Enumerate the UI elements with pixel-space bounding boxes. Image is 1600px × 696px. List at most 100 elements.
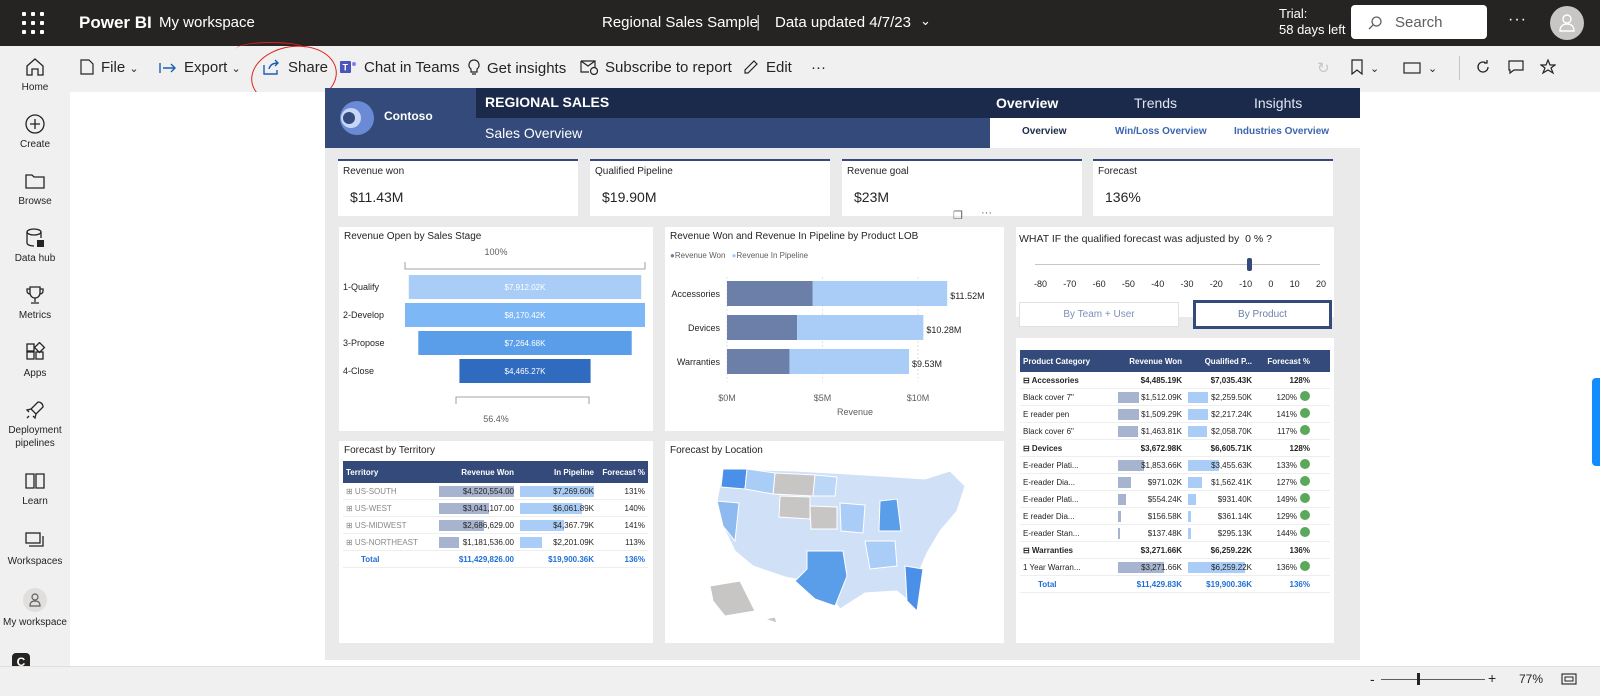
bookmark-icon[interactable]: ⌄	[1351, 59, 1379, 76]
table-row[interactable]: ⊞ US-SOUTH $4,520,554.00 $7,269.60K 131%	[343, 483, 648, 500]
get-insights-button[interactable]: Get insights	[468, 59, 566, 77]
refresh-icon[interactable]	[1475, 59, 1498, 76]
tab-insights[interactable]: Insights	[1254, 95, 1303, 111]
subscribe-button[interactable]: Subscribe to report	[580, 59, 732, 76]
share-button[interactable]: Share	[263, 59, 328, 76]
nav-home[interactable]: Home	[0, 56, 70, 94]
fit-to-page-icon[interactable]	[1561, 673, 1577, 685]
column-header[interactable]: Forecast %	[602, 467, 645, 477]
table-row[interactable]: ⊞ US-MIDWEST $2,686,629.00 $4,367.79K 141%	[343, 517, 648, 534]
slider-track[interactable]	[1035, 264, 1320, 265]
nav-workspaces[interactable]: Workspaces	[0, 530, 70, 568]
table-row[interactable]: E-reader Plati... $554.24K $931.40K 149%	[1020, 491, 1330, 508]
table-row[interactable]: Black cover 7" $1,512.09K $2,259.50K 120%	[1020, 389, 1330, 406]
cell-text: 129%	[1276, 511, 1297, 521]
more-commands-button[interactable]: ···	[811, 59, 826, 76]
nav-browse[interactable]: Browse	[0, 170, 70, 208]
product-table[interactable]: Product Category Revenue Won Qualified P..…	[1020, 350, 1330, 593]
cell-text: 120%	[1276, 392, 1297, 402]
bar-won[interactable]	[727, 349, 790, 374]
column-header[interactable]: Product Category	[1023, 356, 1091, 366]
kpi-card-revenue-won[interactable]: Revenue won $11.43M	[338, 159, 578, 216]
cell-text: $4,485.19K	[1140, 375, 1182, 385]
table-row[interactable]: Black cover 6" $1,463.81K $2,058.70K 117%	[1020, 423, 1330, 440]
filters-pane-tab[interactable]	[1592, 378, 1600, 466]
table-row[interactable]: E-reader Dia... $971.02K $1,562.41K 127%	[1020, 474, 1330, 491]
kpi-card-qualified-pipeline[interactable]: Qualified Pipeline $19.90M	[590, 159, 830, 216]
search-box[interactable]: Search	[1351, 5, 1487, 39]
trial-info[interactable]: Trial: 58 days left	[1279, 6, 1346, 38]
chevron-down-icon[interactable]: ⌄	[920, 13, 931, 28]
column-header[interactable]: In Pipeline	[553, 467, 594, 477]
bar-pipeline[interactable]	[812, 281, 948, 306]
table-row[interactable]: ⊞ US-NORTHEAST $1,181,536.00 $2,201.09K 113…	[343, 534, 648, 551]
app-launcher-icon[interactable]	[22, 12, 44, 34]
file-menu[interactable]: File ⌄	[80, 59, 139, 76]
funnel-bar[interactable]	[408, 275, 642, 299]
nav-deployment[interactable]: Deployment pipelines	[0, 399, 70, 450]
by-team-button[interactable]: By Team + User	[1019, 302, 1179, 327]
zoom-slider-thumb[interactable]	[1417, 673, 1420, 685]
column-header[interactable]: Territory	[346, 467, 379, 477]
workspace-link[interactable]: My workspace	[159, 14, 255, 31]
subtab-winloss[interactable]: Win/Loss Overview	[1115, 126, 1207, 137]
edit-button[interactable]: Edit	[743, 59, 792, 76]
bar-won[interactable]	[727, 281, 813, 306]
kpi-card-forecast[interactable]: Forecast 136%	[1093, 159, 1333, 216]
table-row[interactable]: E-reader Stan... $137.48K $295.13K 144%	[1020, 525, 1330, 542]
territory-table[interactable]: Territory Revenue Won In Pipeline Forecast …	[343, 461, 648, 568]
visual-more-icon[interactable]: ···	[981, 207, 992, 219]
subtab-industries[interactable]: Industries Overview	[1234, 126, 1330, 137]
slider-thumb[interactable]	[1247, 258, 1252, 271]
nav-my-workspace[interactable]: My workspace	[0, 587, 70, 629]
nav-create[interactable]: Create	[0, 113, 70, 151]
zoom-in-button[interactable]: +	[1488, 670, 1497, 686]
by-product-button[interactable]: By Product	[1193, 300, 1332, 329]
table-row[interactable]: E reader Dia... $156.58K $361.14K 129%	[1020, 508, 1330, 525]
more-options-icon[interactable]: ···	[1508, 11, 1527, 28]
avatar[interactable]	[1550, 6, 1584, 40]
table-row[interactable]: E reader pen $1,509.29K $2,217.24K 141%	[1020, 406, 1330, 423]
subtab-overview[interactable]: Overview	[1022, 126, 1067, 137]
nav-metrics[interactable]: Metrics	[0, 284, 70, 322]
zoom-out-button[interactable]: -	[1370, 671, 1375, 687]
group-row[interactable]: ⊟ Accessories $4,485.19K $7,035.43K 128%	[1020, 372, 1330, 389]
nav-learn-label: Learn	[22, 496, 48, 507]
tab-overview[interactable]: Overview	[996, 95, 1059, 111]
export-menu[interactable]: Export ⌄	[159, 59, 241, 76]
funnel-chart[interactable]: Revenue Open by Sales Stage 100% 1-Quali…	[339, 227, 653, 431]
copy-visual-icon[interactable]: ❐	[953, 210, 963, 222]
group-row[interactable]: ⊟ Warranties $3,271.66K $6,259.22K 136%	[1020, 542, 1330, 559]
bar-pipeline[interactable]	[797, 315, 924, 340]
tab-trends[interactable]: Trends	[1134, 95, 1178, 111]
view-icon[interactable]: ⌄	[1403, 59, 1437, 76]
funnel-bar[interactable]	[459, 359, 591, 383]
column-header[interactable]: Forecast %	[1267, 356, 1310, 366]
nav-apps[interactable]: Apps	[0, 342, 70, 380]
lob-bar-chart[interactable]: Revenue Won and Revenue In Pipeline by P…	[665, 227, 1004, 431]
nav-data-hub[interactable]: Data hub	[0, 227, 70, 265]
zoom-slider-track[interactable]	[1381, 679, 1485, 680]
chat-in-teams-button[interactable]: T Chat in Teams	[339, 59, 460, 76]
table-row[interactable]: E-reader Plati... $1,853.66K $3,455.63K 133…	[1020, 457, 1330, 474]
group-row[interactable]: ⊟ Devices $3,672.98K $6,605.71K 128%	[1020, 440, 1330, 457]
total-cell: $19,900.36K	[1206, 579, 1252, 589]
comment-icon[interactable]	[1508, 59, 1531, 76]
table-row[interactable]: ⊞ US-WEST $3,041,107.00 $6,061.89K 140%	[343, 500, 648, 517]
app-name[interactable]: Power BI	[79, 13, 152, 32]
data-updated-label[interactable]: Data updated 4/7/23	[775, 14, 911, 31]
column-header[interactable]: Qualified P...	[1204, 356, 1252, 366]
location-map[interactable]: Forecast by Location	[665, 441, 1004, 643]
bar-pipeline[interactable]	[789, 349, 910, 374]
column-header[interactable]: Revenue Won	[461, 467, 514, 477]
bar-won[interactable]	[727, 315, 798, 340]
funnel-bar[interactable]	[418, 331, 632, 355]
cell-text: 133%	[1276, 460, 1297, 470]
column-header[interactable]: Revenue Won	[1129, 356, 1182, 366]
bar-total-label: $9.53M	[912, 359, 942, 369]
favorite-icon[interactable]	[1539, 58, 1563, 76]
kpi-card-revenue-goal[interactable]: Revenue goal $23M	[842, 159, 1082, 216]
table-row[interactable]: 1 Year Warran... $3,271.66K $6,259.22K 136%	[1020, 559, 1330, 576]
funnel-bar[interactable]	[405, 303, 645, 327]
nav-learn[interactable]: Learn	[0, 470, 70, 508]
